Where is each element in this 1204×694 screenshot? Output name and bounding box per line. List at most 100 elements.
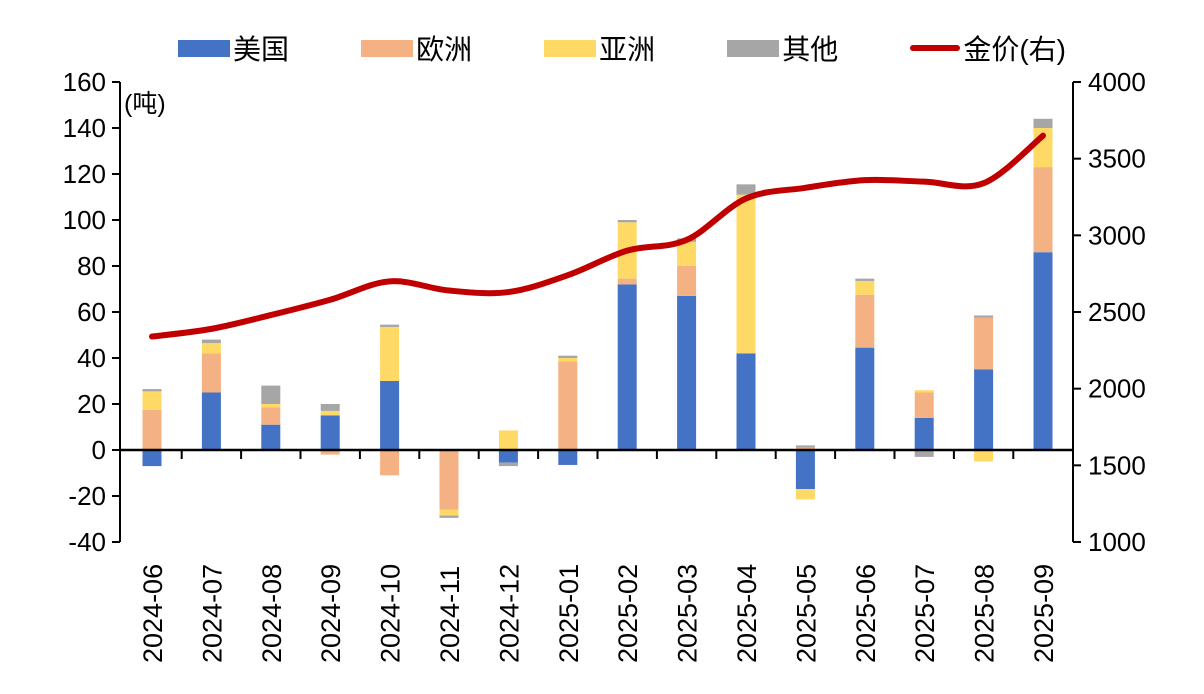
bar-segment-亚洲 bbox=[320, 410, 340, 416]
bar-segment-美国 bbox=[914, 417, 934, 450]
bar-segment-亚洲 bbox=[914, 390, 934, 393]
category-label: 2024-10 bbox=[376, 564, 406, 663]
category-label: 2025-05 bbox=[791, 564, 821, 663]
bar-segment-欧洲 bbox=[320, 450, 340, 455]
category-label: 2024-12 bbox=[494, 564, 524, 663]
right-axis-tick-label: 3000 bbox=[1088, 220, 1146, 250]
bar-segment-美国 bbox=[617, 284, 637, 450]
bar-segment-亚洲 bbox=[142, 391, 162, 410]
bar-segment-其他 bbox=[558, 355, 578, 358]
left-axis-tick-label: 40 bbox=[77, 343, 106, 373]
bar-segment-其他 bbox=[914, 450, 934, 457]
bar-segment-其他 bbox=[855, 278, 875, 281]
category-label: 2025-09 bbox=[1029, 564, 1059, 663]
asia-series-swatch bbox=[544, 39, 597, 57]
legend-label-europe: 欧洲 bbox=[416, 34, 473, 65]
bar-segment-欧洲 bbox=[380, 450, 400, 476]
category-label: 2024-08 bbox=[257, 564, 287, 663]
category-label: 2024-09 bbox=[316, 564, 346, 663]
bar-segment-其他 bbox=[380, 324, 400, 327]
bar-segment-美国 bbox=[380, 381, 400, 450]
bar-segment-美国 bbox=[1033, 252, 1053, 450]
bar-segment-美国 bbox=[142, 450, 162, 467]
bar-segment-美国 bbox=[795, 450, 815, 490]
bar-segment-欧洲 bbox=[914, 392, 934, 418]
bar-segment-其他 bbox=[320, 404, 340, 411]
category-label: 2024-11 bbox=[435, 566, 465, 663]
bar-segment-美国 bbox=[320, 415, 340, 450]
bar-segment-亚洲 bbox=[498, 430, 518, 450]
legend-item-europe: 欧洲 bbox=[361, 28, 472, 68]
other-series-swatch bbox=[727, 39, 780, 57]
bar-segment-欧洲 bbox=[439, 450, 459, 510]
right-axis-tick-label: 1000 bbox=[1088, 527, 1146, 557]
left-axis-tick-label: -40 bbox=[68, 527, 106, 557]
legend-item-us: 美国 bbox=[178, 28, 289, 68]
category-label: 2025-02 bbox=[613, 564, 643, 663]
bar-segment-其他 bbox=[142, 389, 162, 392]
left-axis-tick-label: 100 bbox=[63, 205, 106, 235]
bar-segment-欧洲 bbox=[261, 407, 281, 425]
bar-segment-其他 bbox=[261, 385, 281, 404]
right-axis-tick-label: 2500 bbox=[1088, 297, 1146, 327]
category-label: 2025-04 bbox=[732, 564, 762, 663]
category-label: 2024-07 bbox=[197, 564, 227, 663]
left-axis-tick-label: 140 bbox=[63, 113, 106, 143]
bar-segment-美国 bbox=[736, 353, 756, 450]
legend-label-us: 美国 bbox=[233, 34, 290, 65]
category-label: 2025-07 bbox=[910, 564, 940, 663]
bar-segment-欧洲 bbox=[677, 266, 697, 296]
bar-segment-欧洲 bbox=[142, 409, 162, 450]
left-axis-tick-label: -20 bbox=[68, 481, 106, 511]
legend-item-asia: 亚洲 bbox=[544, 28, 655, 68]
bar-segment-其他 bbox=[974, 315, 994, 318]
bar-segment-欧洲 bbox=[974, 317, 994, 370]
chart-legend: 美国 欧洲 亚洲 其他 金价(右) bbox=[178, 30, 1066, 66]
bar-segment-美国 bbox=[201, 392, 221, 450]
bar-segment-美国 bbox=[855, 347, 875, 450]
bar-segment-亚洲 bbox=[261, 404, 281, 408]
right-axis-tick-label: 4000 bbox=[1088, 67, 1146, 97]
category-label: 2025-08 bbox=[970, 564, 1000, 663]
left-axis-tick-label: 160 bbox=[63, 67, 106, 97]
bar-segment-亚洲 bbox=[439, 509, 459, 516]
gold-price-line-swatch bbox=[910, 45, 961, 51]
bar-segment-美国 bbox=[558, 450, 578, 465]
bar-segment-其他 bbox=[1033, 118, 1053, 128]
left-axis-unit-label: (吨) bbox=[124, 90, 166, 118]
left-axis-tick-label: 120 bbox=[63, 159, 106, 189]
bar-segment-美国 bbox=[261, 424, 281, 450]
category-label: 2025-01 bbox=[554, 564, 584, 663]
bar-segment-欧洲 bbox=[558, 361, 578, 450]
us-series-swatch bbox=[178, 39, 230, 57]
category-label: 2024-06 bbox=[138, 564, 168, 663]
bar-segment-美国 bbox=[677, 295, 697, 450]
left-axis-tick-label: 20 bbox=[77, 389, 106, 419]
bar-segment-其他 bbox=[498, 462, 518, 467]
legend-label-asia: 亚洲 bbox=[599, 34, 656, 65]
bar-segment-欧洲 bbox=[201, 353, 221, 393]
right-axis-tick-label: 2000 bbox=[1088, 374, 1146, 404]
bar-segment-亚洲 bbox=[855, 280, 875, 295]
category-label: 2025-06 bbox=[851, 564, 881, 663]
bar-segment-亚洲 bbox=[736, 194, 756, 354]
legend-item-other: 其他 bbox=[727, 28, 838, 68]
bar-segment-其他 bbox=[201, 339, 221, 344]
bar-segment-亚洲 bbox=[201, 343, 221, 354]
bar-segment-其他 bbox=[617, 220, 637, 223]
bar-segment-其他 bbox=[439, 515, 459, 518]
right-axis-tick-label: 3500 bbox=[1088, 144, 1146, 174]
bar-segment-美国 bbox=[498, 450, 518, 463]
bar-segment-亚洲 bbox=[795, 489, 815, 500]
legend-item-gold-price: 金价(右) bbox=[910, 28, 1066, 68]
bar-segment-其他 bbox=[736, 184, 756, 195]
legend-label-other: 其他 bbox=[782, 34, 839, 65]
category-label: 2025-03 bbox=[673, 564, 703, 663]
europe-series-swatch bbox=[361, 39, 414, 57]
left-axis-tick-label: 60 bbox=[77, 297, 106, 327]
bar-segment-欧洲 bbox=[1033, 167, 1053, 253]
bar-segment-欧洲 bbox=[855, 294, 875, 348]
legend-label-gold-price: 金价(右) bbox=[963, 34, 1066, 65]
bar-segment-亚洲 bbox=[558, 358, 578, 362]
